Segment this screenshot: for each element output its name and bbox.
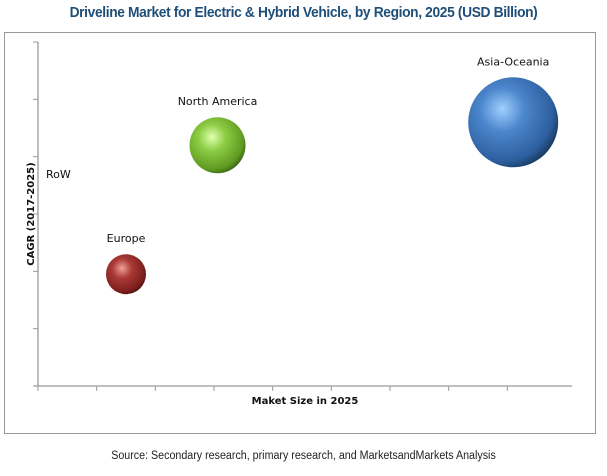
bubble-north-america bbox=[189, 117, 246, 174]
chart-frame bbox=[4, 32, 596, 434]
bubbles bbox=[106, 77, 559, 295]
bubble-asia-oceania bbox=[468, 77, 559, 168]
bubble-labels: Asia-Oceania North America RoW Europe bbox=[46, 55, 549, 245]
chart-title: Driveline Market for Electric & Hybrid V… bbox=[69, 4, 538, 21]
bubble-label-row: RoW bbox=[46, 168, 71, 181]
bubble-europe bbox=[106, 254, 146, 295]
bubble-label-north-america: North America bbox=[178, 95, 258, 108]
y-axis-label: CAGR (2017-2025) bbox=[26, 162, 37, 265]
x-axis-label: Maket Size in 2025 bbox=[252, 396, 359, 407]
bubble-label-asia-oceania: Asia-Oceania bbox=[477, 55, 549, 68]
axes bbox=[33, 41, 572, 391]
bubble-label-europe: Europe bbox=[107, 232, 146, 245]
source-note: Source: Secondary research, primary rese… bbox=[111, 450, 496, 462]
